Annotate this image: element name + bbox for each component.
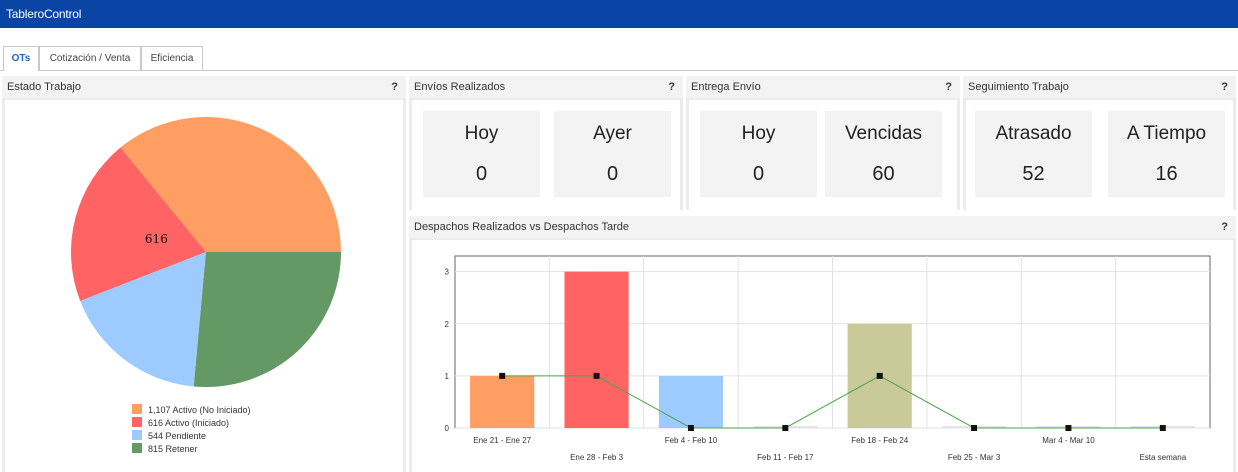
legend-item-retener: 815 Retener	[132, 443, 251, 456]
envios-realizados-panel: Envíos Realizados ? Hoy 0 Ayer 0	[409, 76, 683, 210]
entrega-body: Hoy 0 Vencidas 60	[689, 100, 957, 210]
legend-label: 1,107 Activo (No Iniciado)	[148, 405, 251, 415]
estado-trabajo-header: Estado Trabajo ?	[2, 76, 406, 98]
stat-label: Hoy	[464, 123, 499, 144]
seguimiento-trabajo-panel: Seguimiento Trabajo ? Atrasado 52 A Tiem…	[963, 76, 1236, 210]
despachos-header: Despachos Realizados vs Despachos Tarde …	[409, 216, 1236, 238]
tab-ots[interactable]: OTs	[3, 46, 39, 71]
stat-card-hoy: Hoy 0	[700, 111, 817, 197]
despachos-panel: Despachos Realizados vs Despachos Tarde …	[409, 216, 1236, 472]
stat-value: 0	[606, 163, 619, 185]
stat-card-vencidas: Vencidas 60	[825, 111, 942, 197]
legend-swatch	[132, 430, 142, 440]
seguimiento-title: Seguimiento Trabajo	[968, 81, 1069, 93]
app-title: TableroControl	[6, 7, 82, 21]
envios-title: Envíos Realizados	[414, 81, 506, 93]
legend-swatch	[132, 417, 142, 427]
legend-label: 544 Pendiente	[148, 431, 207, 441]
app-title-bar: TableroControl	[0, 0, 1238, 28]
stat-card-atrasado: Atrasado 52	[975, 111, 1092, 197]
legend-label: 616 Activo (Iniciado)	[148, 418, 230, 428]
estado-trabajo-title: Estado Trabajo	[7, 81, 81, 93]
stat-card-ayer: Ayer 0	[554, 111, 671, 197]
seguimiento-header: Seguimiento Trabajo ?	[963, 76, 1236, 98]
stat-label: Atrasado	[995, 123, 1072, 144]
stat-label: Hoy	[741, 123, 776, 144]
entrega-header: Entrega Envío ?	[686, 76, 960, 98]
envios-body: Hoy 0 Ayer 0	[412, 100, 680, 210]
stat-label: Ayer	[593, 123, 632, 144]
stat-card-hoy: Hoy 0	[423, 111, 540, 197]
help-icon[interactable]: ?	[1221, 81, 1228, 93]
legend-label: 815 Retener	[148, 444, 198, 454]
legend-item-pendiente: 544 Pendiente	[132, 430, 251, 443]
entrega-title: Entrega Envío	[691, 81, 761, 93]
envios-header: Envíos Realizados ?	[409, 76, 683, 98]
help-icon[interactable]: ?	[1221, 221, 1228, 233]
legend-swatch	[132, 404, 142, 414]
legend-item-iniciado: 616 Activo (Iniciado)	[132, 417, 251, 430]
stat-value: 52	[1022, 163, 1045, 185]
stat-value: 0	[752, 163, 765, 185]
stat-label: Vencidas	[844, 123, 923, 144]
tab-eficiencia[interactable]: Eficiencia	[141, 46, 203, 70]
stat-value: 16	[1155, 163, 1178, 185]
legend-swatch	[132, 443, 142, 453]
stat-card-a-tiempo: A Tiempo 16	[1108, 111, 1225, 197]
stat-value: 0	[475, 163, 488, 185]
pie-legend: 1,107 Activo (No Iniciado) 616 Activo (I…	[132, 404, 251, 456]
legend-item-no-iniciado: 1,107 Activo (No Iniciado)	[132, 404, 251, 417]
despachos-title: Despachos Realizados vs Despachos Tarde	[414, 221, 630, 233]
stat-label: A Tiempo	[1126, 123, 1207, 144]
despachos-body	[412, 240, 1233, 472]
tab-cotizacion-venta[interactable]: Cotización / Venta	[39, 46, 141, 70]
help-icon[interactable]: ?	[945, 81, 952, 93]
entrega-envio-panel: Entrega Envío ? Hoy 0 Vencidas 60	[686, 76, 960, 210]
help-icon[interactable]: ?	[391, 81, 398, 93]
help-icon[interactable]: ?	[668, 81, 675, 93]
tab-bar: OTs Cotización / Venta Eficiencia	[0, 46, 1238, 71]
seguimiento-body: Atrasado 52 A Tiempo 16	[966, 100, 1233, 210]
stat-value: 60	[872, 163, 895, 185]
